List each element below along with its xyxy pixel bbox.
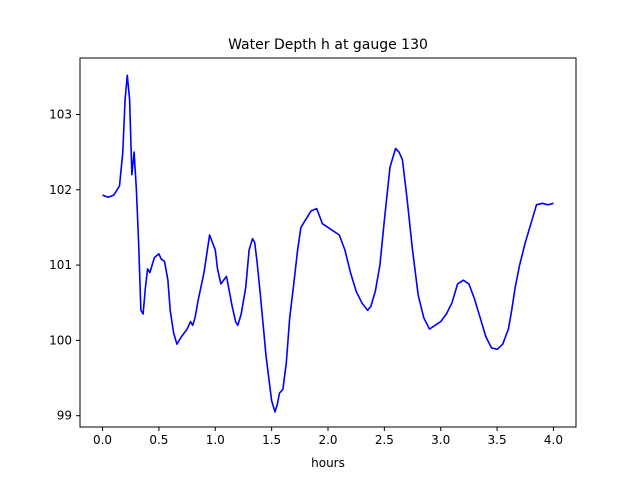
y-tick-label: 101: [49, 258, 72, 272]
y-tick-label: 100: [49, 333, 72, 347]
plot-frame: [79, 57, 577, 428]
x-tick-label: 3.5: [488, 433, 507, 447]
x-axis-label: hours: [311, 456, 345, 470]
x-tick-label: 4.0: [544, 433, 563, 447]
x-tick-label: 1.0: [206, 433, 225, 447]
x-tick-label: 2.5: [375, 433, 394, 447]
x-tick-label: 1.5: [262, 433, 281, 447]
x-axis-ticks: 0.0 0.5 1.0 1.5 2.0 2.5 3.0 3.5 4.0: [93, 427, 563, 447]
x-tick-label: 2.0: [318, 433, 337, 447]
y-tick-label: 102: [49, 183, 72, 197]
x-tick-label: 0.0: [93, 433, 112, 447]
plot-area: [102, 74, 554, 413]
x-tick-label: 0.5: [149, 433, 168, 447]
chart-title: Water Depth h at gauge 130: [228, 37, 428, 53]
x-tick-label: 3.0: [431, 433, 450, 447]
series-line: [102, 74, 554, 413]
y-axis-ticks: 99 100 101 102 103: [49, 107, 80, 423]
y-tick-label: 99: [57, 409, 72, 423]
y-tick-label: 103: [49, 107, 72, 121]
